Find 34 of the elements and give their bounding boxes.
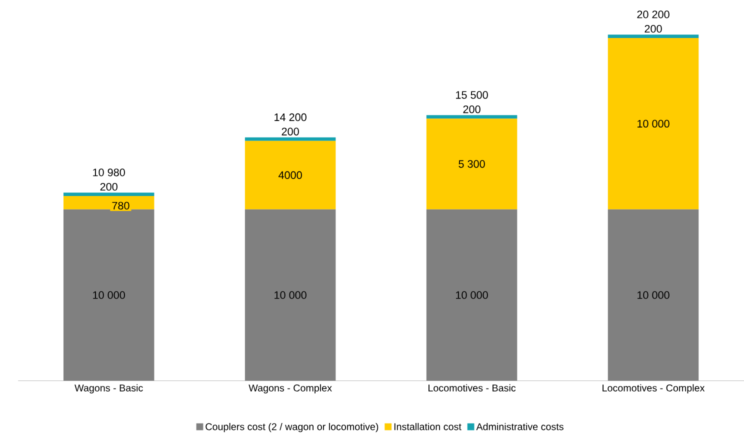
total-label: 14 200	[274, 113, 306, 122]
data-label: 200	[463, 105, 480, 114]
bar	[426, 209, 518, 381]
total-label: 15 500	[456, 91, 488, 99]
total-label: 10 980	[93, 168, 125, 176]
data-label: 200	[282, 128, 299, 136]
legend-label: Couplers cost (2 / wagon or locomotive)	[206, 422, 378, 432]
legend-label: Installation cost	[394, 422, 462, 430]
x-tick-label: Wagons - Complex	[248, 384, 332, 394]
data-label: 10 000	[93, 291, 125, 299]
total-label: 20 200	[637, 10, 670, 18]
data-label: 5 300	[458, 160, 485, 168]
bar	[63, 192, 154, 196]
data-label: 780	[112, 202, 130, 210]
data-label: 10 000	[274, 291, 306, 299]
data-label: 10 000	[638, 291, 670, 299]
bar	[244, 137, 336, 141]
legend-label: Administrative costs	[476, 422, 564, 430]
data-label: 200	[100, 182, 118, 191]
bar	[426, 118, 518, 210]
bar	[426, 115, 518, 119]
x-tick-label: Locomotives - Complex	[602, 384, 705, 394]
data-label: 10 000	[638, 120, 670, 128]
x-tick-label: Locomotives - Basic	[428, 384, 516, 392]
bar	[608, 38, 699, 210]
data-label: 10 000	[456, 291, 488, 299]
bar	[63, 209, 154, 381]
bar	[608, 34, 699, 38]
data-label: 200	[644, 24, 662, 33]
data-label: 4000	[278, 171, 302, 179]
bar	[244, 140, 336, 210]
bar	[244, 209, 336, 381]
bar	[608, 209, 699, 381]
x-tick-label: Wagons - Basic	[74, 384, 143, 394]
